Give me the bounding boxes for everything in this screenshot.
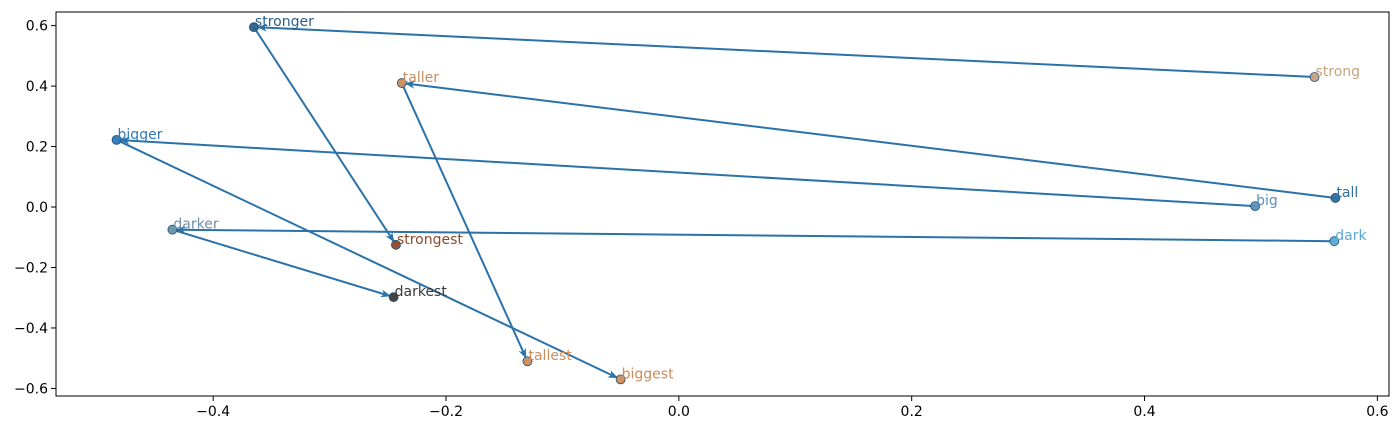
x-tick-label: 0.4 (1133, 404, 1155, 420)
point-biggest (615, 374, 626, 385)
y-tick-label: −0.6 (14, 381, 48, 397)
point-label-strongest: strongest (397, 232, 463, 248)
y-tick-label: −0.4 (14, 321, 48, 337)
x-tick-label: 0.2 (901, 404, 923, 420)
point-label-taller: taller (403, 70, 439, 86)
y-tick-label: 0.0 (26, 200, 48, 216)
point-label-tallest: tallest (528, 348, 572, 364)
point-stronger (249, 22, 259, 33)
arrow-tall-to-taller (404, 80, 1336, 199)
point-label-darkest: darkest (395, 284, 448, 300)
point-dark (1329, 236, 1340, 247)
point-label-stronger: stronger (255, 14, 314, 30)
point-label-dark: dark (1335, 228, 1367, 244)
x-tick-label: −0.2 (429, 404, 463, 420)
x-tick-label: 0.6 (1366, 404, 1388, 420)
arrow-dark-to-darker (175, 225, 1335, 243)
point-bigger (111, 134, 122, 145)
point-label-strong: strong (1315, 64, 1360, 80)
arrows-layer (116, 23, 1336, 379)
point-label-biggest: biggest (622, 366, 674, 382)
arrow-strong-to-stronger (256, 23, 1315, 79)
point-label-darker: darker (173, 217, 218, 233)
y-tick-label: 0.6 (26, 19, 48, 35)
point-tall (1330, 193, 1341, 203)
point-strong (1309, 72, 1320, 82)
point-tallest (522, 356, 533, 367)
y-tick-label: 0.2 (26, 140, 48, 156)
arrow-stronger-to-strongest (253, 26, 395, 243)
point-label-bigger: bigger (118, 127, 163, 143)
axes-layer: −0.4 −0.2 0.0 0.2 0.4 0.6 −0.6 −0.4 −0.2 0.0 0.2 0.… (14, 11, 1390, 420)
labels-layer: strong stronger strongest tall taller tallest… (118, 14, 1368, 382)
y-tick-label: 0.4 (26, 79, 48, 95)
arrow-bigger-to-biggest (116, 138, 618, 379)
axes-frame (55, 11, 1390, 397)
x-tick-label: −0.4 (196, 404, 230, 420)
point-darkest (388, 292, 399, 303)
point-strongest (391, 239, 401, 250)
point-darker (167, 224, 178, 235)
x-tick-label: 0.0 (668, 404, 690, 420)
arrow-big-to-bigger (119, 136, 1256, 208)
point-label-big: big (1256, 193, 1278, 209)
arrow-taller-to-tallest (400, 82, 527, 359)
point-taller (396, 78, 407, 88)
points-layer (111, 22, 1341, 385)
point-big (1250, 201, 1261, 212)
arrow-darker-to-darkest (172, 228, 391, 298)
y-tick-label: −0.2 (14, 260, 48, 276)
point-label-tall: tall (1336, 185, 1358, 201)
